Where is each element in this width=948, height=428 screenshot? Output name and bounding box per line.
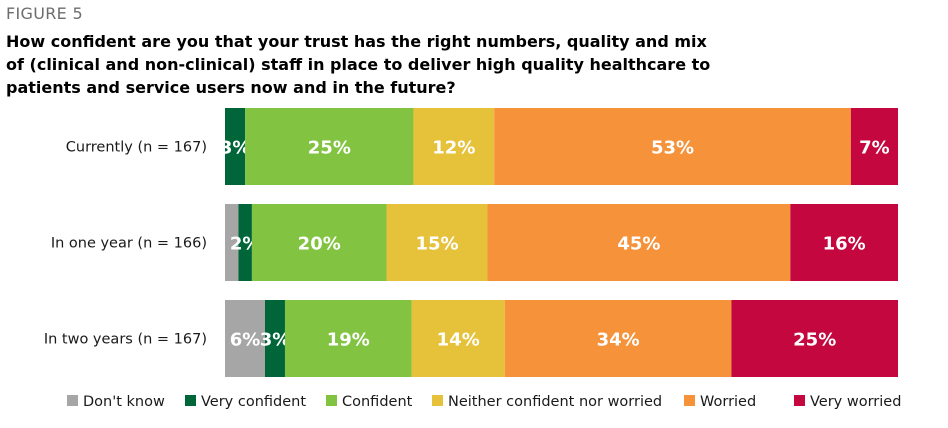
category-label: In two years (n = 167)	[44, 332, 207, 348]
data-label: 15%	[415, 234, 458, 255]
data-label: 12%	[432, 138, 475, 159]
legend-entry: Don't know	[83, 394, 165, 410]
data-label: 20%	[298, 234, 341, 255]
category-labels: Currently (n = 167) In one year (n = 166)…	[44, 140, 207, 348]
legend-swatch	[794, 395, 805, 406]
data-label: 3%	[220, 138, 251, 159]
legend-entry: Confident	[342, 394, 413, 410]
bar-segment	[413, 108, 495, 185]
data-label: 19%	[327, 330, 370, 351]
legend-entry: Neither confident nor worried	[448, 394, 662, 410]
bar-segment	[264, 300, 285, 377]
bars-group: 3% 25% 12% 53% 7%2% 20% 15% 45% 16%6% 3% 19% 14% 34%…	[220, 108, 898, 377]
legend-swatch	[684, 395, 695, 406]
chart-title: How confident are you that your trust ha…	[6, 32, 711, 97]
data-label: 25%	[793, 330, 836, 351]
data-label: 53%	[651, 138, 694, 159]
bar-segment	[731, 300, 898, 377]
bar-segment	[225, 108, 246, 185]
legend-swatch	[67, 395, 78, 406]
legend-entry: Very confident	[201, 394, 306, 410]
legend: Don't know Very confident Confident Neither…	[67, 394, 901, 410]
bar-segment	[504, 300, 732, 377]
data-label: 3%	[260, 330, 291, 351]
data-label: 14%	[437, 330, 480, 351]
category-label: Currently (n = 167)	[66, 140, 207, 156]
data-label: 16%	[823, 234, 866, 255]
data-label: 6%	[230, 330, 261, 351]
bar-segment	[225, 300, 265, 377]
bar-segment	[494, 108, 851, 185]
data-label: 7%	[859, 138, 890, 159]
legend-swatch	[185, 395, 196, 406]
figure-label: FIGURE 5	[6, 4, 83, 23]
bar-segment	[225, 204, 239, 281]
bar-segment	[850, 108, 898, 185]
data-label: 25%	[308, 138, 351, 159]
bar-segment	[790, 204, 898, 281]
bar-segment	[284, 300, 412, 377]
data-label: 45%	[617, 234, 660, 255]
legend-swatch	[326, 395, 337, 406]
bar-segment	[238, 204, 252, 281]
data-label: 34%	[597, 330, 640, 351]
bar-segment	[245, 108, 414, 185]
legend-swatch	[432, 395, 443, 406]
legend-entry: Very worried	[810, 394, 901, 410]
category-label: In one year (n = 166)	[51, 236, 207, 252]
bar-segment	[411, 300, 505, 377]
bar-segment	[386, 204, 488, 281]
bar-segment	[487, 204, 791, 281]
legend-entry: Worried	[700, 394, 756, 410]
bar-segment	[251, 204, 387, 281]
